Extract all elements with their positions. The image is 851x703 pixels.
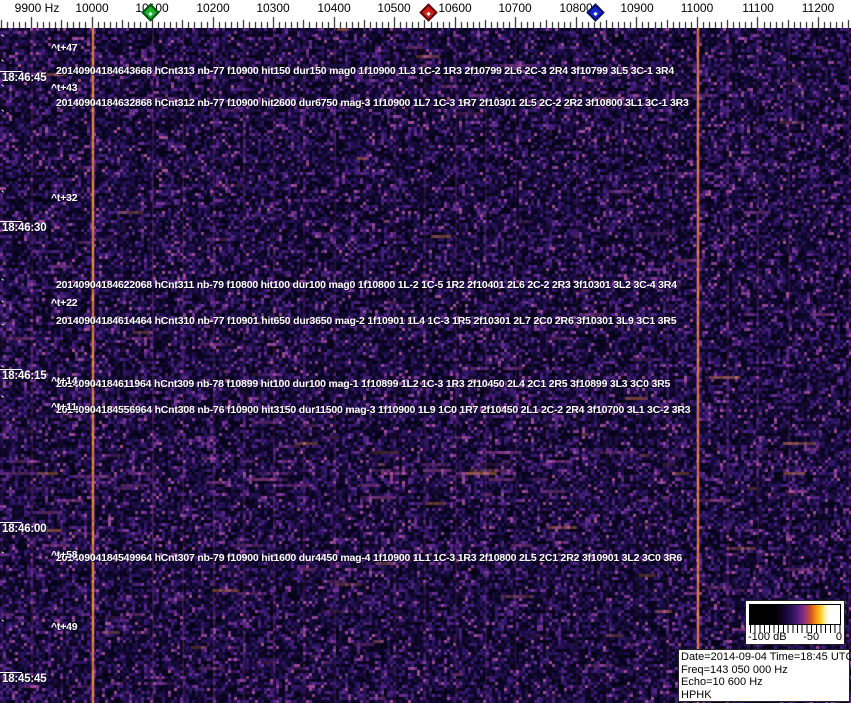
- event-time-marker: ^t+43: [51, 82, 78, 94]
- time-tick: [0, 369, 22, 370]
- freq-tick-label: 11000: [680, 1, 714, 15]
- colorbar-gradient: [749, 604, 841, 625]
- event-time-marker: ^t+32: [51, 192, 78, 204]
- marker-center-dot: [426, 11, 431, 17]
- detection-log-line: 20140904184556964 hCnt308 nb-76 f10900 h…: [56, 404, 691, 416]
- event-time-marker: ^t+22: [51, 297, 78, 309]
- spectrogram-canvas[interactable]: [0, 28, 851, 703]
- detection-log-line: 20140904184643668 hCnt313 nb-77 f10900 h…: [56, 65, 675, 77]
- colorbar-label-min: -100 dB: [748, 631, 787, 643]
- colorbar-label-mid: -50: [803, 631, 820, 643]
- edge-tick-mark: `: [1, 365, 5, 377]
- event-time-marker: ^t+47: [51, 42, 78, 54]
- freq-tick-label: 10900: [620, 1, 654, 15]
- marker-center-dot: [148, 11, 153, 17]
- info-line: Echo=10 600 Hz: [681, 676, 763, 688]
- freq-tick-label: 9900 Hz: [14, 1, 60, 15]
- time-label: 18:46:00: [2, 523, 47, 535]
- colorbar-label-max: 0: [835, 631, 842, 643]
- freq-tick-label: 10400: [317, 1, 351, 15]
- time-label: 18:46:45: [2, 72, 47, 84]
- marker-center-dot: [593, 11, 598, 17]
- edge-tick-mark: `: [1, 619, 5, 631]
- info-line: HPHK: [681, 688, 712, 701]
- event-time-marker: ^t+49: [51, 621, 78, 633]
- event-time-marker: ^t+14: [51, 375, 78, 387]
- freq-tick-label: 10300: [256, 1, 290, 15]
- colorbar-ticks: [750, 625, 841, 633]
- freq-tick-label: 10500: [377, 1, 411, 15]
- detection-log-line: 20140904184614464 hCnt310 nb-77 f10901 h…: [56, 315, 677, 327]
- info-line: Date=2014-09-04 Time=18:45 UTC: [681, 651, 851, 663]
- edge-tick-mark: `: [1, 278, 5, 290]
- edge-tick-mark: `: [1, 109, 5, 121]
- detection-log-line: 20140904184632868 hCnt312 nb-77 f10900 h…: [56, 97, 689, 109]
- edge-tick-mark: `: [1, 323, 5, 335]
- edge-tick-mark: `: [1, 84, 5, 96]
- status-info-box: Date=2014-09-04 Time=18:45 UTC Freq=143 0…: [678, 649, 851, 702]
- frequency-ruler: 9900 Hz100001010010200103001040010500106…: [0, 0, 851, 28]
- freq-tick-label: 10600: [438, 1, 472, 15]
- edge-tick-mark: `: [1, 190, 5, 202]
- edge-tick-mark: `: [1, 551, 5, 563]
- edge-tick-mark: `: [1, 59, 5, 71]
- time-label: 18:46:30: [2, 222, 47, 234]
- freq-tick-label: 11100: [742, 1, 774, 15]
- time-tick: [0, 672, 22, 673]
- detection-log-line: 20140904184622068 hCnt311 nb-79 f10800 h…: [56, 279, 677, 291]
- event-time-marker: ^t+11: [51, 401, 77, 413]
- freq-tick-label: 10200: [196, 1, 230, 15]
- time-tick: [0, 71, 22, 72]
- edge-tick-mark: `: [1, 34, 5, 46]
- event-time-marker: ^t+58: [51, 549, 78, 561]
- detection-log-line: 20140904184549964 hCnt307 nb-79 f10900 h…: [56, 552, 683, 564]
- time-tick: [0, 522, 22, 523]
- edge-tick-mark: `: [1, 300, 5, 312]
- colorbar-labels: -100 dB -50 0: [748, 631, 842, 644]
- edge-tick-mark: `: [1, 395, 5, 407]
- time-label: 18:46:15: [2, 370, 47, 382]
- time-tick: [0, 221, 22, 222]
- freq-tick-label: 10700: [498, 1, 532, 15]
- colorbar: -100 dB -50 0: [745, 600, 845, 645]
- detection-log-line: 20140904184611964 hCnt309 nb-78 f10899 h…: [56, 378, 671, 390]
- info-line: Freq=143 050 000 Hz: [681, 663, 788, 676]
- freq-tick-label: 11200: [801, 1, 835, 15]
- time-label: 18:45:45: [2, 673, 47, 685]
- freq-tick-label: 10800: [559, 1, 593, 15]
- freq-tick-label: 10000: [75, 1, 109, 15]
